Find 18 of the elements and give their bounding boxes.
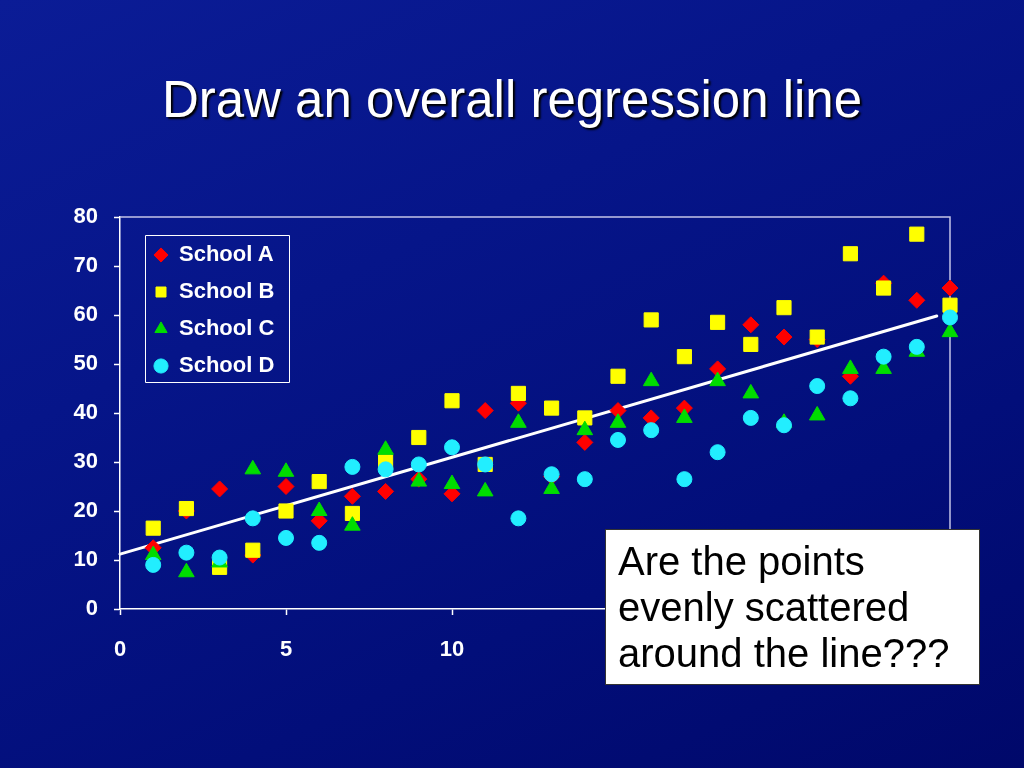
chart-title: Draw an overall regression line	[160, 70, 864, 130]
legend-label: School A	[179, 241, 274, 267]
y-tick-label: 80	[73, 203, 98, 229]
y-tick-label: 30	[73, 448, 98, 474]
y-tick-label: 70	[73, 252, 98, 278]
annotation: Are the points evenly scattered around the line???	[605, 529, 980, 685]
legend-label: School B	[179, 278, 275, 304]
legend-label: School D	[179, 352, 275, 378]
y-tick-label: 40	[73, 399, 98, 425]
x-tick-label: 0	[113, 636, 127, 662]
y-tick-label: 50	[73, 350, 98, 376]
y-tick-label: 20	[73, 497, 98, 523]
y-tick-label: 10	[73, 546, 98, 572]
y-tick-label: 60	[73, 301, 98, 327]
legend-label: School C	[179, 315, 275, 341]
x-tick-label: 5	[279, 636, 293, 662]
y-tick-label: 0	[85, 595, 98, 621]
x-tick-label: 10	[439, 636, 465, 662]
